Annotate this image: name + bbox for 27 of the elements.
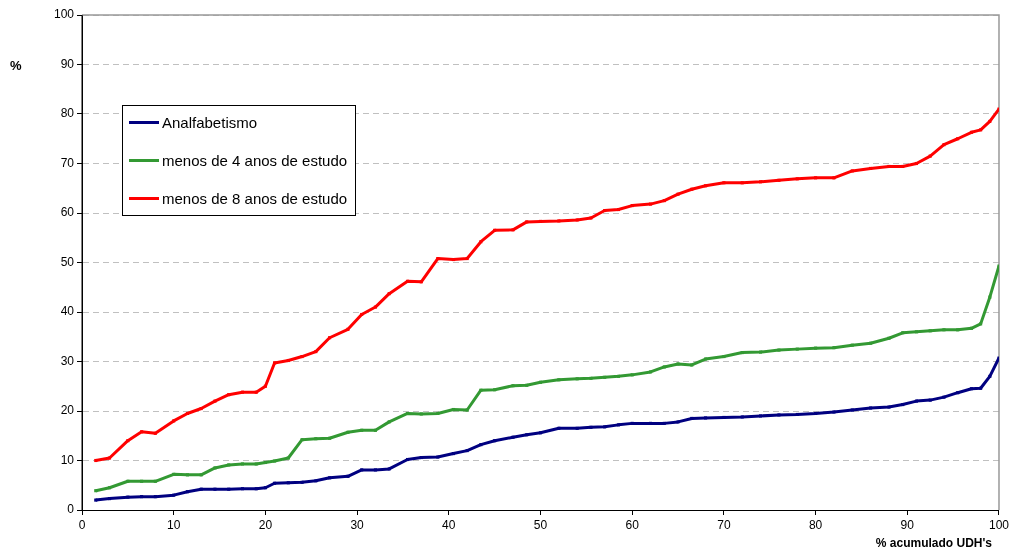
x-tick-label: 100 — [988, 517, 1010, 532]
x-tick-label: 50 — [533, 517, 548, 532]
y-tick-label: 70 — [60, 155, 75, 170]
y-tick-label: 80 — [60, 106, 75, 121]
y-tick-label: 30 — [60, 353, 75, 368]
y-tick-label: 100 — [53, 7, 75, 22]
x-tick-label: 20 — [258, 517, 273, 532]
x-tick-label: 60 — [625, 517, 640, 532]
y-tick-label: 20 — [60, 403, 75, 418]
legend-label: menos de 4 anos de estudo — [162, 152, 348, 169]
y-tick-label: 90 — [60, 56, 75, 71]
legend-label: Analfabetismo — [162, 114, 258, 131]
y-tick-label: 10 — [60, 452, 75, 467]
x-tick-label: 10 — [167, 517, 181, 532]
y-tick-label: 0 — [67, 502, 75, 517]
x-tick-label: 90 — [900, 517, 915, 532]
legend-label: menos de 8 anos de estudo — [162, 190, 348, 207]
x-axis-title: % acumulado UDH's — [875, 536, 992, 550]
y-tick-label: 40 — [60, 304, 75, 319]
y-axis-title: % — [10, 58, 22, 73]
x-tick-label: 30 — [350, 517, 365, 532]
x-tick-label: 0 — [78, 517, 86, 532]
y-tick-label: 50 — [60, 254, 75, 269]
x-tick-label: 70 — [717, 517, 731, 532]
x-tick-label: 80 — [808, 517, 823, 532]
x-tick-label: 40 — [442, 517, 456, 532]
y-tick-label: 60 — [60, 205, 75, 220]
